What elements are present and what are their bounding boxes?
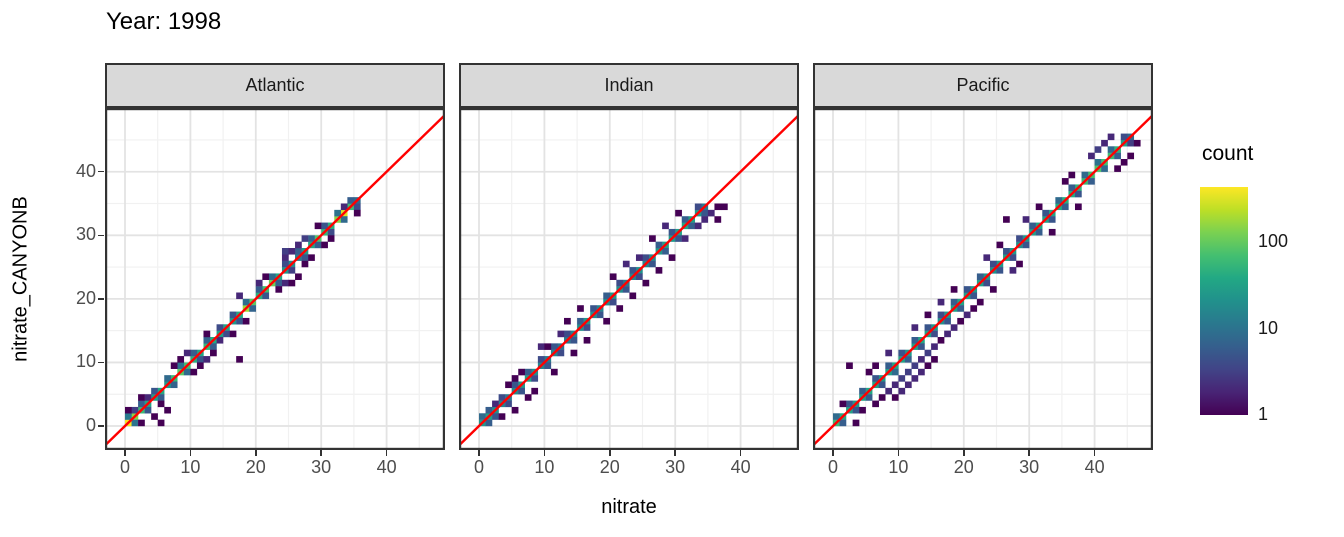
x-tick-label: 10	[180, 457, 201, 477]
y-tick-label: 10	[75, 351, 96, 372]
panel-indian	[459, 108, 799, 450]
x-tick-label: 30	[665, 457, 686, 477]
x-tick-label: 0	[119, 457, 130, 477]
x-tick-mark	[478, 450, 480, 456]
x-tick-mark	[385, 450, 388, 456]
y-tick-label: 40	[75, 160, 96, 181]
x-tick-label: 0	[827, 457, 838, 477]
y-tick-mark	[98, 170, 104, 173]
x-tick-label: 40	[1084, 457, 1105, 477]
x-tick-mark	[897, 450, 900, 456]
facet-strip-atlantic: Atlantic	[105, 63, 445, 108]
legend-tick-label: 1	[1258, 404, 1269, 424]
legend-tick-label: 10	[1258, 317, 1279, 338]
x-tick-label: 40	[376, 457, 397, 477]
legend-tick-label: 100	[1258, 231, 1289, 252]
x-tick-mark	[674, 450, 676, 456]
x-tick-mark	[189, 450, 192, 456]
x-tick-mark	[963, 450, 965, 456]
y-tick-mark	[98, 298, 104, 300]
x-tick-label: 20	[599, 457, 620, 477]
facet-strip-pacific: Pacific	[813, 63, 1153, 108]
y-tick-label: 30	[75, 224, 96, 245]
y-tick-mark	[98, 425, 104, 427]
x-tick-mark	[320, 450, 322, 456]
y-tick-mark	[98, 234, 104, 237]
x-tick-label: 30	[311, 457, 332, 477]
x-tick-label: 0	[473, 457, 484, 477]
x-tick-mark	[739, 450, 742, 456]
y-tick-label: 0	[85, 415, 96, 435]
x-tick-label: 30	[1019, 457, 1040, 477]
x-tick-mark	[1093, 450, 1096, 456]
x-tick-mark	[609, 450, 611, 456]
x-tick-label: 20	[953, 457, 974, 477]
x-tick-mark	[1028, 450, 1030, 456]
x-tick-mark	[124, 450, 126, 456]
x-tick-label: 10	[888, 457, 909, 477]
panel-atlantic	[105, 108, 445, 450]
y-axis-title: nitrate_CANYONB	[9, 196, 32, 362]
legend-title: count	[1202, 142, 1254, 165]
legend-colorbar	[1200, 187, 1248, 415]
x-tick-label: 20	[245, 457, 266, 477]
facet-strip-indian: Indian	[459, 63, 799, 108]
plot-title: Year: 1998	[106, 8, 222, 35]
panel-pacific	[813, 108, 1153, 450]
x-tick-mark	[255, 450, 257, 456]
x-tick-label: 40	[730, 457, 751, 477]
y-tick-label: 20	[75, 287, 96, 308]
x-tick-label: 10	[534, 457, 555, 477]
x-tick-mark	[832, 450, 834, 456]
y-tick-mark	[98, 361, 104, 364]
x-tick-mark	[543, 450, 546, 456]
x-axis-title: nitrate	[601, 496, 657, 518]
